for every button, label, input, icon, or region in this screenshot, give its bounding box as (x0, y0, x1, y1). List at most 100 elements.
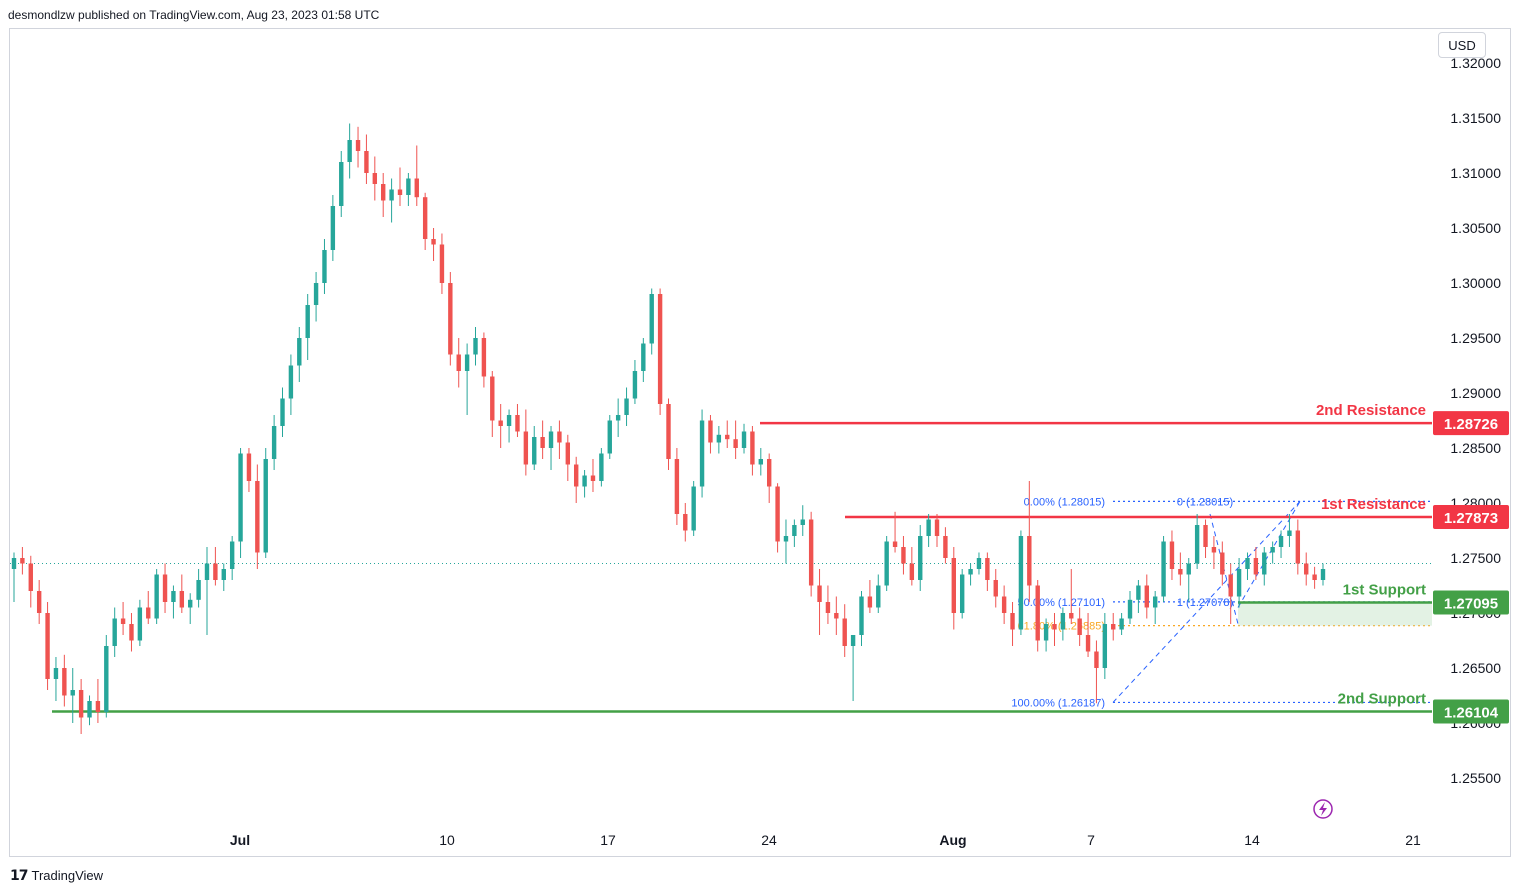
candle (876, 574, 881, 613)
candle (1186, 558, 1191, 602)
level-badge-value: 1.27095 (1444, 596, 1498, 613)
price-tick-label: 1.29000 (1450, 385, 1501, 401)
candle (297, 327, 302, 382)
candle (171, 585, 176, 619)
candle (632, 360, 638, 404)
candle (708, 415, 713, 454)
candle (1152, 591, 1158, 624)
candle (716, 426, 722, 454)
fib-level-label: 100.00% (1.26187) (1011, 697, 1105, 709)
candle (884, 536, 889, 591)
candle (918, 525, 923, 591)
candle (741, 423, 747, 454)
candle (305, 294, 310, 360)
candle (657, 288, 663, 415)
candle (867, 580, 873, 613)
candle (104, 635, 109, 718)
tradingview-logo[interactable]: 𝟭𝟳 TradingView (10, 867, 103, 884)
candle (347, 123, 352, 179)
price-tick-label: 1.25500 (1450, 770, 1501, 786)
level-badge (1433, 504, 1509, 529)
candle (431, 228, 436, 261)
candle (725, 420, 730, 448)
candle (1060, 607, 1066, 641)
level-name: 2nd Resistance (1316, 402, 1426, 419)
level-name: 2nd Support (1338, 691, 1426, 708)
candle (1127, 591, 1133, 624)
candle (1270, 541, 1275, 564)
candle (456, 338, 461, 388)
fib-level-label: 0.00% (1.28015) (1024, 496, 1105, 508)
candle (624, 387, 629, 426)
candle (1077, 607, 1082, 646)
candle (246, 448, 252, 492)
candle (1211, 536, 1217, 569)
level-badge (1433, 699, 1509, 724)
candle (691, 481, 696, 536)
candle (87, 695, 92, 726)
candle (62, 654, 67, 707)
candle (909, 547, 915, 586)
candle (607, 415, 612, 459)
candle (859, 591, 864, 646)
candle (800, 505, 805, 536)
price-tick-label: 1.31000 (1450, 165, 1501, 181)
candle (95, 679, 101, 723)
candle (196, 569, 201, 608)
time-tick-label: 14 (1244, 832, 1260, 848)
candle (733, 420, 738, 459)
chart-frame[interactable] (9, 28, 1511, 857)
candle (280, 387, 285, 437)
level-name: 1st Resistance (1321, 496, 1426, 513)
level-badge-value: 1.27873 (1444, 510, 1498, 527)
candle (322, 239, 327, 294)
price-tick-label: 1.30000 (1450, 275, 1501, 291)
fib-ext-label: 0 (1.28015) (1177, 496, 1233, 508)
candle (599, 448, 604, 487)
candle (112, 607, 117, 657)
candle (968, 563, 973, 586)
candle (238, 448, 243, 558)
candle (959, 569, 965, 619)
candle (11, 552, 17, 602)
candle (1320, 563, 1326, 586)
candle (1262, 547, 1267, 586)
candle (448, 272, 453, 366)
candle (53, 657, 59, 701)
fib-zone (1238, 601, 1432, 626)
candle (1144, 574, 1149, 619)
candle (825, 585, 831, 624)
candle (540, 420, 545, 459)
candle (137, 599, 143, 646)
candle (70, 668, 75, 723)
candle (817, 569, 822, 635)
price-tick-label: 1.31500 (1450, 110, 1501, 126)
level-badge-value: 1.28726 (1444, 416, 1498, 433)
candle (1278, 530, 1284, 558)
candle (271, 415, 277, 470)
candle (330, 195, 336, 261)
lightning-icon[interactable] (1313, 799, 1333, 819)
candle (129, 613, 134, 652)
candle (1035, 580, 1040, 652)
level-badge (1433, 411, 1509, 436)
candle (993, 569, 998, 608)
time-tick-label: 21 (1405, 832, 1421, 848)
candle (532, 426, 537, 470)
candle (439, 233, 445, 294)
level-badge-value: 1.26104 (1444, 705, 1499, 722)
candle (389, 178, 394, 223)
candle (783, 519, 789, 564)
candle (615, 398, 621, 437)
price-tick-label: 1.30500 (1450, 220, 1501, 236)
time-tick-label: 7 (1087, 832, 1095, 848)
fib-level-label: 50.00% (1.27101) (1018, 597, 1105, 609)
candle (20, 547, 25, 575)
candle (288, 354, 294, 415)
candle (548, 426, 554, 470)
currency-button[interactable]: USD (1438, 32, 1486, 58)
candle (590, 459, 596, 492)
candle (1094, 640, 1099, 704)
candle (557, 420, 562, 459)
